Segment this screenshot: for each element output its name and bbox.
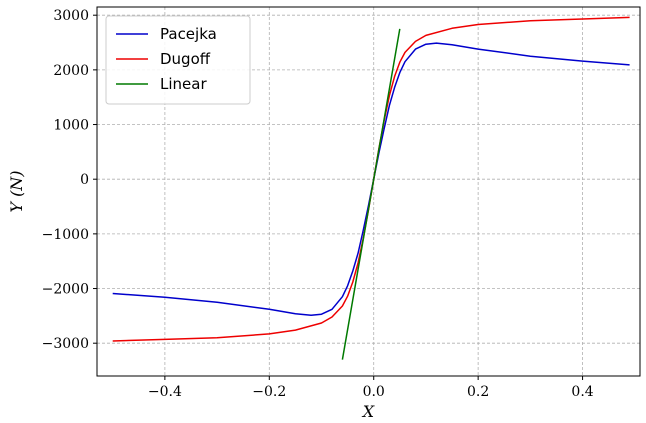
y-tick-label: 2000 xyxy=(53,63,89,79)
axis-ticks: −0.4 −0.2 0.0 0.2 0.4 −3000 −2000 −1000 0 1000 200… xyxy=(42,8,594,400)
legend: Pacejka Dugoff Linear xyxy=(105,15,251,105)
x-axis-title: X xyxy=(361,402,375,421)
y-tick-label: −3000 xyxy=(42,336,89,352)
x-tick-label: −0.4 xyxy=(148,384,182,400)
series-lines xyxy=(112,16,630,360)
plot-area-frame xyxy=(96,6,641,377)
series-line-linear xyxy=(341,28,401,360)
x-tick-label: 0.0 xyxy=(363,384,385,400)
y-axis-title: Y (N) xyxy=(7,170,26,212)
y-tick-label: −1000 xyxy=(42,227,89,243)
legend-box xyxy=(105,15,251,105)
y-tick-label: 1000 xyxy=(53,118,89,134)
x-tick-label: 0.4 xyxy=(571,384,593,400)
y-tick-label: −2000 xyxy=(42,282,89,298)
x-tick-label: −0.2 xyxy=(252,384,286,400)
legend-label-dugoff: Dugoff xyxy=(160,50,211,68)
x-tick-label: 0.2 xyxy=(467,384,489,400)
y-tick-label: 0 xyxy=(80,172,89,188)
legend-label-pacejka: Pacejka xyxy=(160,25,217,43)
legend-label-linear: Linear xyxy=(160,75,207,93)
y-tick-label: 3000 xyxy=(53,8,89,24)
